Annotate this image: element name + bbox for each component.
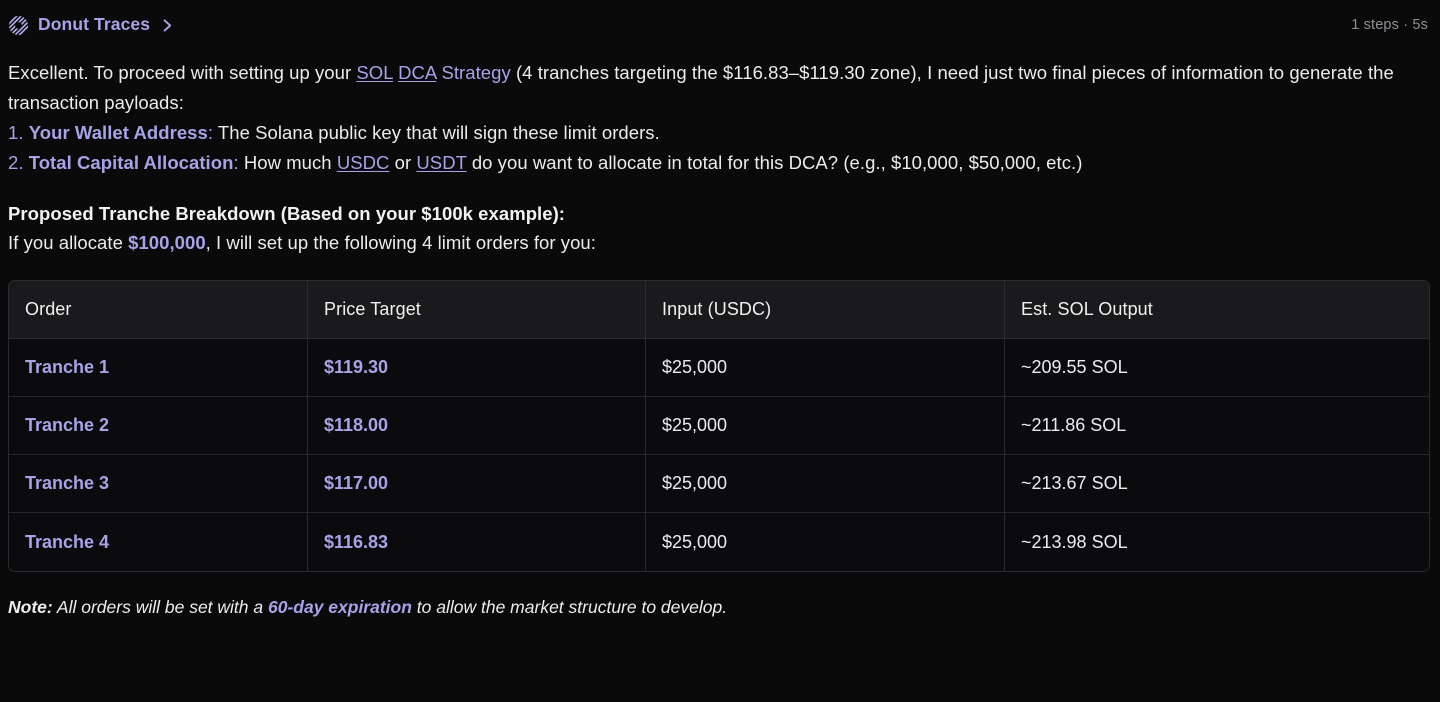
cell-input: $25,000 [646,455,1005,513]
table-row: Tranche 2 $118.00 $25,000 ~211.86 SOL [9,397,1429,455]
panel-header: Donut Traces 1 steps · 5s [0,0,1440,50]
donut-icon [8,14,29,36]
intro-strategy-accent: Strategy [441,62,511,83]
cell-price: $117.00 [308,455,646,513]
allocation-paragraph: If you allocate $100,000, I will set up … [8,228,1428,258]
table-body: Tranche 1 $119.30 $25,000 ~209.55 SOL Tr… [9,339,1429,571]
allocation-amount: $100,000 [128,232,206,253]
cell-input: $25,000 [646,513,1005,571]
note-label: Note: [8,597,53,617]
list-item-text-after: do you want to allocate in total for thi… [466,152,1083,173]
tranche-table-wrapper: Order Price Target Input (USDC) Est. SOL… [0,280,1440,572]
cell-order: Tranche 1 [9,339,308,397]
column-header-price: Price Target [308,281,646,339]
cell-output: ~211.86 SOL [1005,397,1429,455]
cell-order: Tranche 2 [9,397,308,455]
agent-name: Donut Traces [38,14,151,35]
list-item-label: Your Wallet Address [28,122,208,143]
table-head: Order Price Target Input (USDC) Est. SOL… [9,281,1429,339]
message-body: Excellent. To proceed with setting up yo… [0,58,1440,258]
cell-input: $25,000 [646,397,1005,455]
cell-input: $25,000 [646,339,1005,397]
list-item-text-between: or [389,152,417,173]
table-header-row: Order Price Target Input (USDC) Est. SOL… [9,281,1429,339]
column-header-order: Order [9,281,308,339]
note-accent-text: 60-day expiration [267,597,412,617]
note-text-before: All orders will be set with a [52,597,268,617]
intro-suffix: (4 tranches targeting the $116.83–$119.3… [8,62,1394,113]
intro-prefix: Excellent. To proceed with setting up yo… [8,62,357,83]
steps-duration-meta: 1 steps · 5s [1351,17,1428,33]
intro-paragraph: Excellent. To proceed with setting up yo… [8,58,1428,118]
list-item: 1. Your Wallet Address: The Solana publi… [8,118,1428,148]
cell-price: $119.30 [308,339,646,397]
chevron-right-icon[interactable] [159,18,174,33]
column-header-input: Input (USDC) [646,281,1005,339]
list-item: 2. Total Capital Allocation: How much US… [8,148,1428,178]
agent-trace-toggle[interactable]: Donut Traces [8,14,174,36]
allocation-prefix: If you allocate [8,232,129,253]
column-header-output: Est. SOL Output [1005,281,1429,339]
list-item-text: The Solana public key that will sign the… [213,122,660,143]
link-dca[interactable]: DCA [398,62,437,83]
list-item-separator: : [233,152,239,173]
link-usdt[interactable]: USDT [416,152,467,173]
list-item-label: Total Capital Allocation [28,152,234,173]
list-item-marker: 1. [8,122,24,143]
list-item-separator: : [207,122,214,143]
cell-output: ~213.67 SOL [1005,455,1429,513]
cell-price: $116.83 [308,513,646,571]
list-item-marker: 2. [8,152,24,173]
footer-note: Note: All orders will be set with a 60-d… [0,594,1440,620]
note-text-after: to allow the market structure to develop… [411,597,728,617]
tranche-table: Order Price Target Input (USDC) Est. SOL… [8,280,1430,572]
table-row: Tranche 4 $116.83 $25,000 ~213.98 SOL [9,513,1429,571]
cell-price: $118.00 [308,397,646,455]
table-row: Tranche 1 $119.30 $25,000 ~209.55 SOL [9,339,1429,397]
cell-order: Tranche 4 [9,513,308,571]
section-title: Proposed Tranche Breakdown (Based on you… [8,203,566,224]
link-usdc[interactable]: USDC [336,152,390,173]
cell-order: Tranche 3 [9,455,308,513]
list-item-text-before: How much [238,152,337,173]
cell-output: ~213.98 SOL [1021,531,1128,552]
cell-output: ~209.55 SOL [1005,339,1429,397]
allocation-suffix: , I will set up the following 4 limit or… [205,232,596,253]
table-row: Tranche 3 $117.00 $25,000 ~213.67 SOL [9,455,1429,513]
link-sol[interactable]: SOL [356,62,393,83]
